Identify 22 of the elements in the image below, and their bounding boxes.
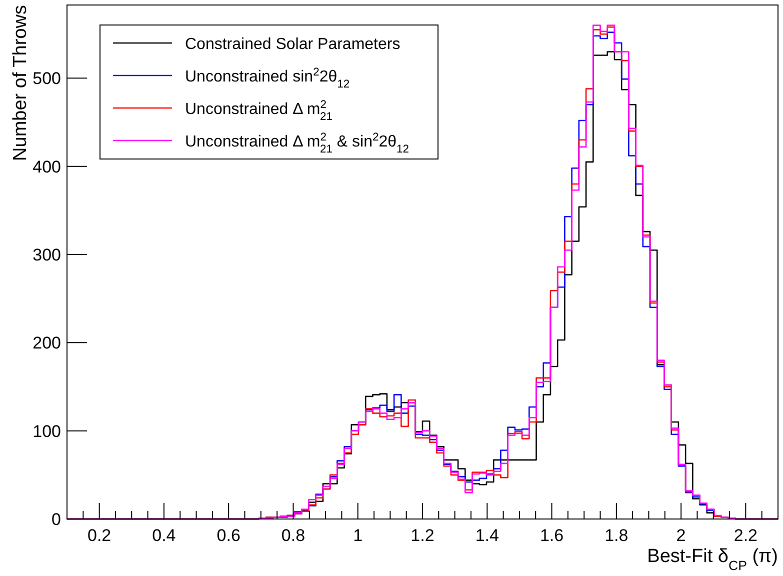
y-tick-label: 500	[32, 69, 61, 88]
y-tick-label: 0	[52, 510, 61, 529]
x-tick-label: 0.6	[216, 526, 240, 545]
x-tick-label: 0.2	[88, 526, 112, 545]
x-tick-label: 0.4	[152, 526, 176, 545]
x-tick-label: 1.8	[604, 526, 628, 545]
legend-label: Unconstrained Δ m$^{2}$$_{21}$ & sin$^{2}$2θ$_{12}$	[185, 132, 409, 156]
legend-label: Unconstrained sin$^{2}$2θ$_{12}$	[185, 66, 350, 90]
x-tick-label: 2	[676, 526, 686, 545]
y-tick-label: 400	[32, 157, 61, 176]
x-tick-label: 1.2	[410, 526, 434, 545]
x-tick-label: 1	[353, 526, 363, 545]
y-tick-label: 300	[32, 246, 61, 265]
legend-label: Constrained Solar Parameters	[185, 36, 400, 53]
x-tick-label: 1.4	[475, 526, 499, 545]
x-tick-label: 2.2	[734, 526, 758, 545]
x-tick-label: 1.6	[540, 526, 564, 545]
x-axis-title: Best-Fit δ$_{CP}$ (π)	[647, 546, 778, 572]
y-axis-title: Number of Throws	[10, 5, 31, 161]
y-tick-label: 100	[32, 422, 61, 441]
y-tick-label: 200	[32, 334, 61, 353]
x-tick-label: 0.8	[281, 526, 306, 545]
